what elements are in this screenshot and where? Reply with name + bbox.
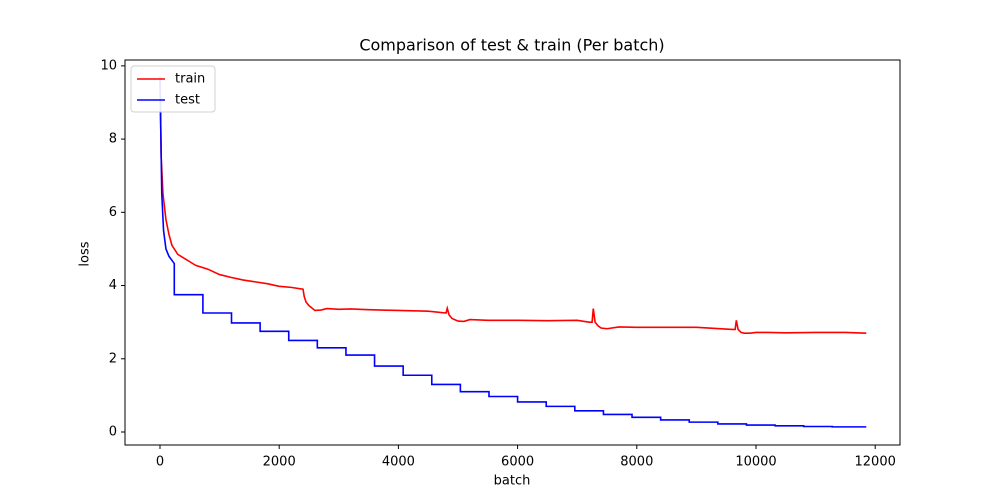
legend-label: train xyxy=(175,72,205,87)
x-tick-label: 10000 xyxy=(735,455,776,470)
x-tick-label: 2000 xyxy=(263,455,296,470)
x-tick-label: 0 xyxy=(156,455,164,470)
y-tick-label: 6 xyxy=(109,205,117,220)
data-line xyxy=(159,76,867,428)
legend-label: test xyxy=(175,93,200,108)
plot-frame xyxy=(124,59,901,446)
x-tick-label: 4000 xyxy=(382,455,415,470)
data-line xyxy=(159,76,867,334)
chart-title: Comparison of test & train (Per batch) xyxy=(359,36,664,55)
x-tick-label: 6000 xyxy=(501,455,534,470)
y-tick-label: 2 xyxy=(109,351,117,366)
y-tick-label: 0 xyxy=(109,425,117,440)
x-tick-label: 8000 xyxy=(620,455,653,470)
y-tick-label: 8 xyxy=(109,132,117,147)
x-tick-label: 12000 xyxy=(855,455,896,470)
y-tick-label: 10 xyxy=(100,58,117,73)
y-axis-label: loss xyxy=(78,241,93,266)
x-axis-label: batch xyxy=(494,474,531,489)
y-tick-label: 4 xyxy=(109,278,117,293)
